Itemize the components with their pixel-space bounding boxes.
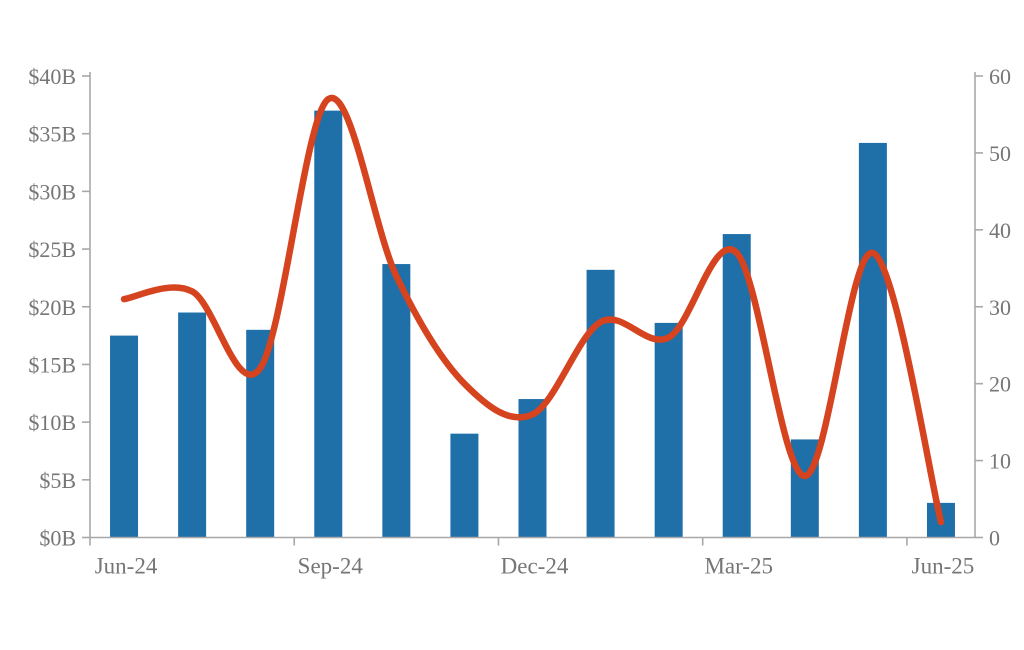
bar-Sep-24 (314, 110, 343, 538)
x-axis-label: Jun-24 (95, 554, 158, 579)
x-axis-label: Mar-25 (704, 554, 773, 579)
right-axis-label: 20 (989, 372, 1011, 397)
trend-line (120, 94, 945, 526)
x-axis-label: Dec-24 (501, 554, 569, 579)
bar-Jan-25 (586, 269, 615, 538)
bar-Mar-25 (722, 234, 751, 538)
left-axis-label: $10B (28, 410, 76, 435)
right-axis-label: 50 (989, 141, 1011, 166)
left-axis-label: $20B (28, 295, 76, 320)
right-axis-label: 40 (989, 218, 1011, 243)
right-axis-label: 0 (989, 526, 1000, 551)
left-axis-label: $5B (39, 468, 76, 493)
left-axis-label: $30B (28, 179, 76, 204)
bar-Feb-25 (654, 322, 683, 538)
left-axis-label: $15B (28, 352, 76, 377)
bar-Nov-24 (450, 433, 479, 538)
x-axis-label: Jun-25 (912, 554, 975, 579)
x-axis-label: Sep-24 (298, 554, 364, 579)
bar-Aug-24 (246, 329, 275, 538)
right-axis-label: 30 (989, 295, 1011, 320)
bar-Jun-24 (110, 335, 139, 538)
bar-Dec-24 (518, 399, 547, 538)
bar-May-25 (858, 142, 887, 538)
left-axis-label: $40B (28, 64, 76, 89)
bar-Oct-24 (382, 264, 411, 538)
left-axis-label: $25B (28, 237, 76, 262)
right-axis-label: 60 (989, 64, 1011, 89)
left-axis-label: $35B (28, 122, 76, 147)
bar-Jul-24 (178, 312, 207, 538)
left-axis-label: $0B (39, 526, 76, 551)
right-axis-label: 10 (989, 449, 1011, 474)
